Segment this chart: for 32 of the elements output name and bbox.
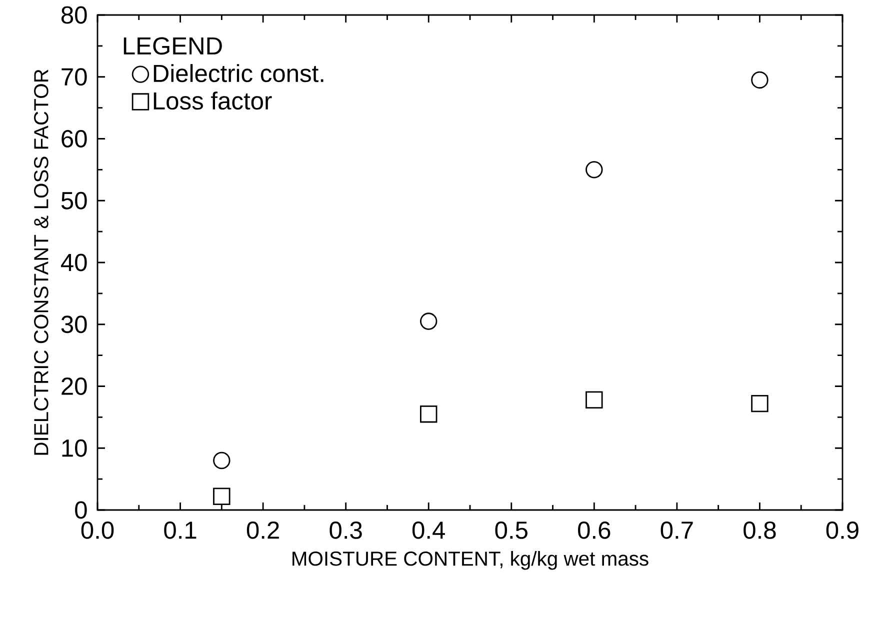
x-tick-label: 0.9 — [826, 521, 858, 539]
y-tick-label: 20 — [62, 378, 87, 395]
y-tick-label: 70 — [62, 68, 87, 86]
y-tick-label: 50 — [61, 192, 87, 210]
y-tick-label: 10 — [62, 439, 87, 457]
legend-title: LEGEND — [124, 37, 222, 55]
y-tick-label: 0 — [75, 501, 87, 519]
point — [586, 161, 603, 178]
point — [751, 71, 768, 89]
y-tick-label: 60 — [62, 130, 87, 148]
x-tick-label: 0.4 — [412, 521, 445, 539]
x-tick-label: 0.2 — [246, 521, 279, 539]
point — [213, 452, 230, 470]
y-tick-label: 80 — [61, 6, 87, 24]
y-tick-label: 40 — [60, 254, 87, 272]
x-tick-label: 0.1 — [164, 521, 196, 539]
point — [420, 405, 438, 423]
point — [213, 488, 230, 505]
point — [420, 312, 438, 330]
x-tick-label: 0.8 — [744, 521, 776, 539]
point — [751, 394, 768, 412]
x-tick-label: 0.6 — [578, 521, 610, 539]
x-tick-label: 0.7 — [660, 521, 693, 539]
point — [586, 391, 603, 408]
legend-label: Dielectric const. — [154, 64, 324, 82]
y-axis-title: DIELCTRIC CONSTANT & LOSS FACTOR — [34, 70, 48, 455]
x-axis-title: MOISTURE CONTENT, kg/kg wet mass — [292, 550, 648, 570]
y-tick-label: 30 — [61, 316, 87, 334]
x-tick-label: 0.0 — [81, 521, 114, 539]
x-tick-label: 0.3 — [330, 521, 362, 539]
x-tick-label: 0.5 — [495, 521, 528, 539]
legend-label: Loss factor — [154, 92, 272, 110]
